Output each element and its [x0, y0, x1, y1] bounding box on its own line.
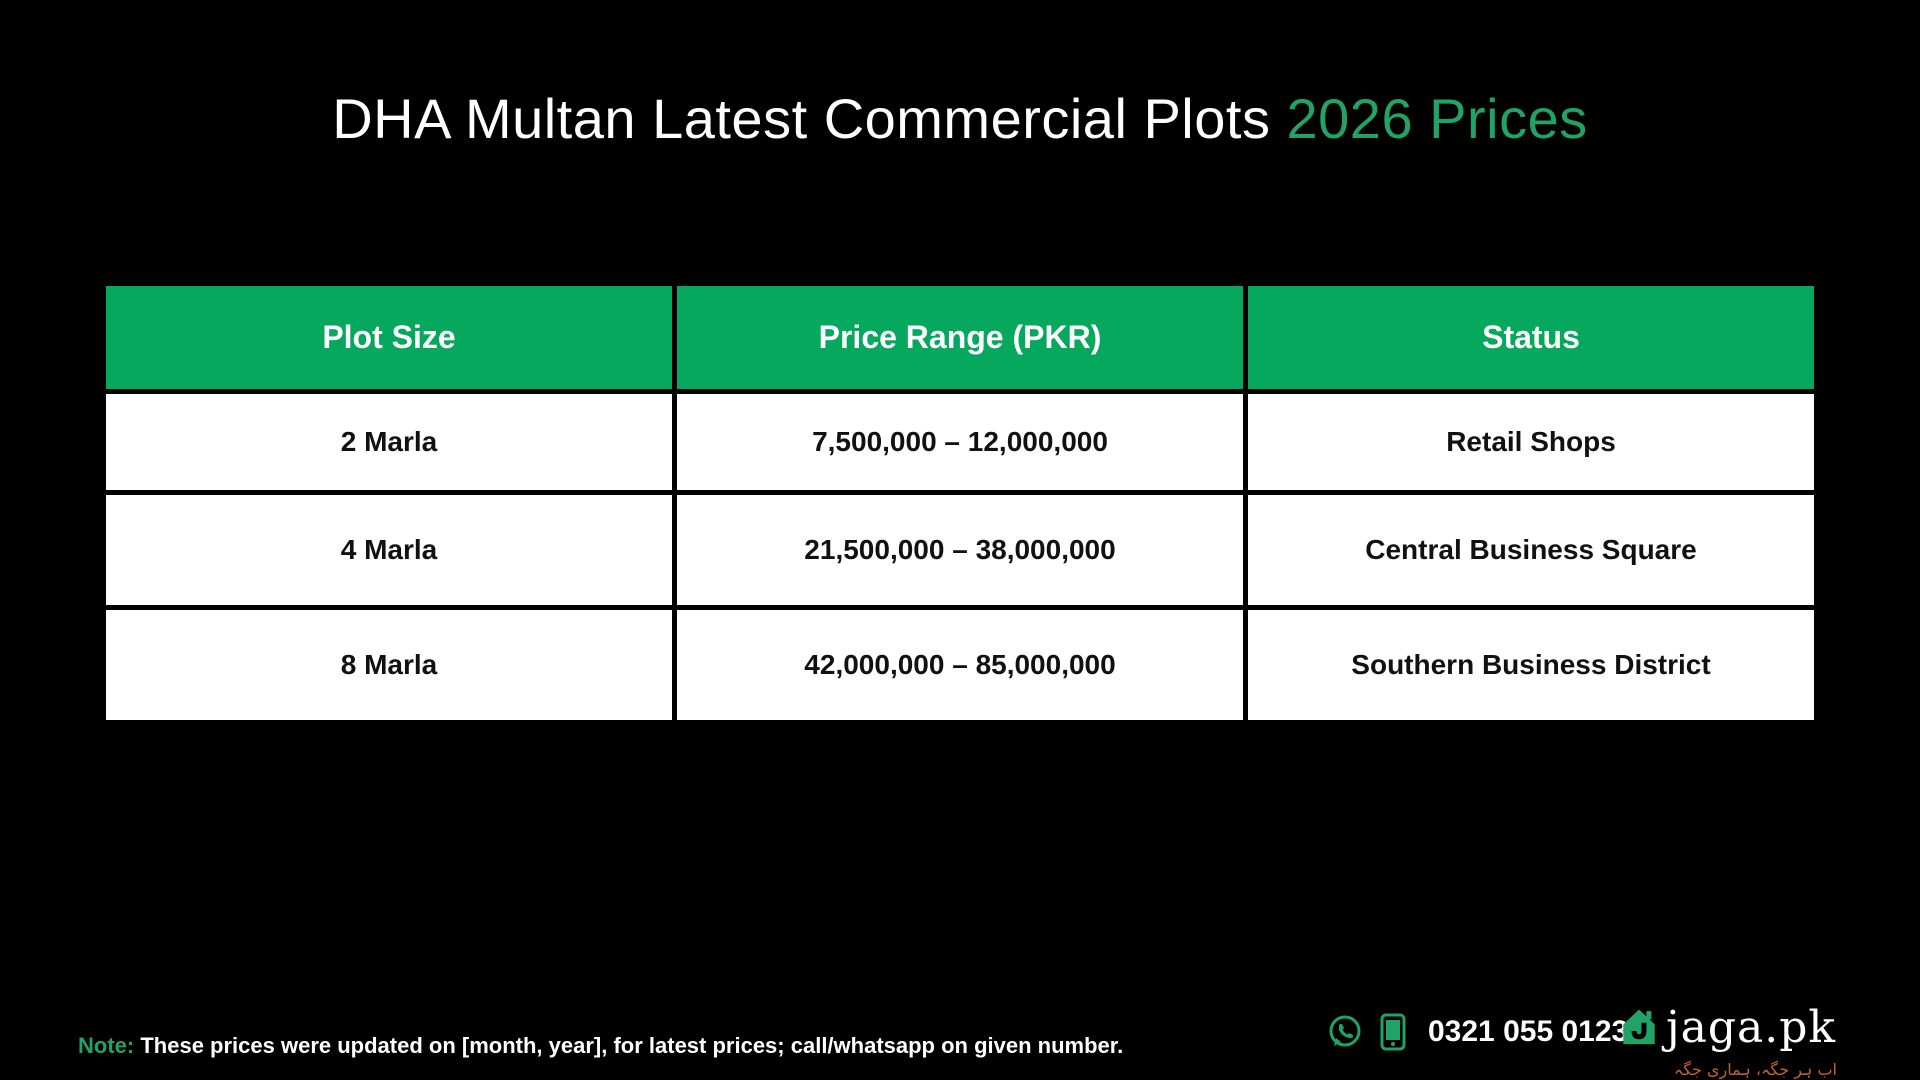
- footer-note: Note: These prices were updated on [mont…: [78, 1033, 1123, 1059]
- brand-logo: jaga.pk: [1620, 1006, 1836, 1050]
- table-row: 8 Marla 42,000,000 – 85,000,000 Southern…: [106, 610, 1814, 720]
- mobile-phone-icon: [1374, 1012, 1412, 1052]
- contact-info: 0321 055 0123: [1326, 1010, 1628, 1054]
- table-row: 4 Marla 21,500,000 – 38,000,000 Central …: [106, 495, 1814, 605]
- cell-status: Central Business Square: [1248, 495, 1814, 605]
- page-title: DHA Multan Latest Commercial Plots 2026 …: [0, 86, 1920, 151]
- note-text: These prices were updated on [month, yea…: [140, 1033, 1124, 1058]
- table-row: 2 Marla 7,500,000 – 12,000,000 Retail Sh…: [106, 394, 1814, 490]
- cell-status: Southern Business District: [1248, 610, 1814, 720]
- brand-tagline: اب ہر جگہ، ہماری جگہ: [1673, 1060, 1837, 1079]
- whatsapp-icon: [1326, 1012, 1364, 1052]
- header-plot-size: Plot Size: [106, 286, 672, 389]
- brand-name: jaga.pk: [1666, 1002, 1837, 1053]
- cell-plot-size: 2 Marla: [106, 394, 672, 490]
- table-header-row: Plot Size Price Range (PKR) Status: [106, 286, 1814, 389]
- cell-plot-size: 8 Marla: [106, 610, 672, 720]
- cell-price-range: 42,000,000 – 85,000,000: [677, 610, 1243, 720]
- header-price-range: Price Range (PKR): [677, 286, 1243, 389]
- house-logo-icon: [1620, 1006, 1658, 1046]
- phone-number[interactable]: 0321 055 0123: [1428, 1015, 1629, 1048]
- note-label: Note:: [78, 1033, 135, 1058]
- cell-status: Retail Shops: [1248, 394, 1814, 490]
- title-accent: 2026 Prices: [1286, 87, 1588, 150]
- cell-price-range: 21,500,000 – 38,000,000: [677, 495, 1243, 605]
- cell-plot-size: 4 Marla: [106, 495, 672, 605]
- title-main: DHA Multan Latest Commercial Plots: [332, 87, 1271, 150]
- price-table: Plot Size Price Range (PKR) Status 2 Mar…: [106, 286, 1814, 725]
- header-status: Status: [1248, 286, 1814, 389]
- cell-price-range: 7,500,000 – 12,000,000: [677, 394, 1243, 490]
